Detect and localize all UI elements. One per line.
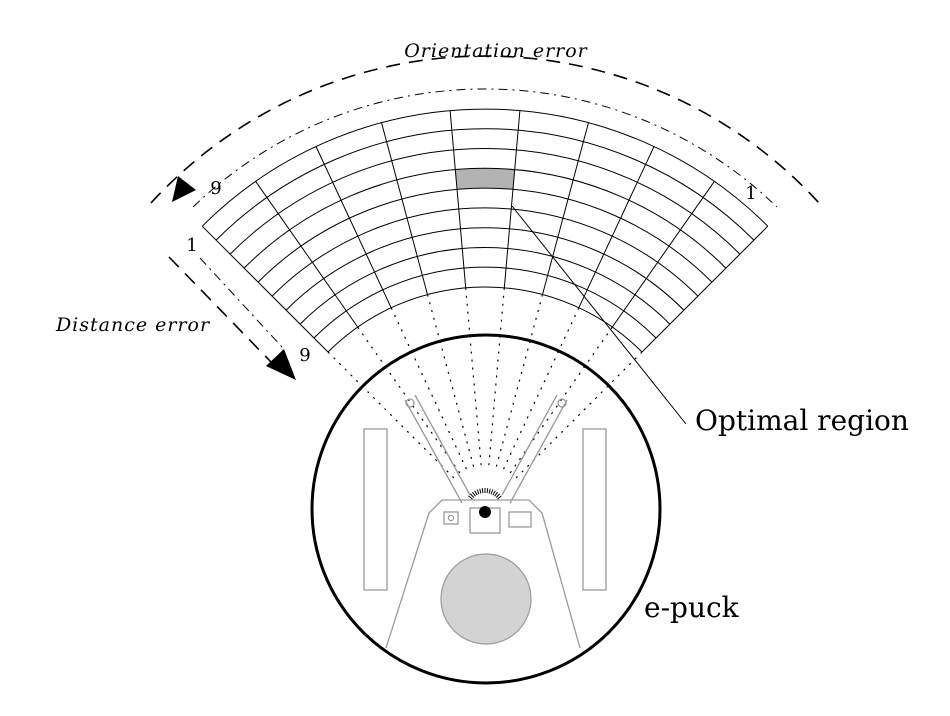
grid-arc: [230, 149, 740, 255]
e-puck-robot: [312, 335, 660, 683]
sensor-ray: [358, 327, 462, 476]
fan-tick: [495, 492, 498, 496]
sensor-ray: [328, 352, 457, 481]
camera-lens-icon: [479, 506, 491, 518]
orientation-end-label: 1: [745, 183, 756, 204]
distance-axis-title: Distance error: [55, 314, 211, 336]
grid-radial-line: [382, 123, 428, 295]
sensor-ray: [391, 308, 468, 473]
optimal-region-label: Optimal region: [695, 404, 909, 437]
grid-radial-line: [543, 123, 589, 295]
left-arm-outer: [405, 400, 462, 503]
grid-arc: [272, 208, 698, 296]
fan-tick: [475, 491, 477, 495]
sensor-rays: [328, 288, 642, 481]
distance-end-label: 9: [299, 345, 310, 366]
orientation-start-label: 9: [210, 178, 221, 199]
fan-tick: [498, 496, 502, 499]
orientation-arrow-icon: [172, 176, 196, 202]
optimal-region-cell: [455, 168, 514, 189]
fan-tick: [482, 488, 483, 493]
robot-name-label: e-puck: [644, 591, 740, 624]
distance-axis-line: [169, 257, 271, 362]
fan-tick: [491, 490, 493, 495]
fan-tick: [480, 489, 481, 494]
grid-arc: [258, 188, 712, 282]
grid-arc: [286, 228, 684, 310]
right-wheel: [583, 429, 606, 590]
grid-radial-line: [504, 111, 520, 288]
robot-battery: [441, 554, 531, 644]
sensor-ray: [428, 295, 475, 471]
left-arm-inner: [415, 395, 470, 495]
fan-tick: [470, 494, 473, 498]
fan-tick: [496, 494, 499, 498]
distance-start-label: 1: [186, 235, 197, 256]
right-arm-outer: [510, 400, 567, 503]
fan-tick: [487, 488, 488, 493]
sensor-grid: [202, 109, 768, 352]
fan-tick: [477, 490, 479, 495]
left-wheel: [364, 429, 387, 590]
left-sensor-box: [444, 512, 458, 524]
right-sensor-box: [509, 512, 531, 527]
distance-arrow-icon: [266, 349, 296, 380]
sensor-ray: [489, 288, 505, 469]
fan-tick: [489, 489, 490, 494]
grid-arc: [202, 109, 768, 226]
fan-tick: [472, 492, 475, 496]
grid-arc: [314, 267, 656, 338]
fan-tick: [469, 496, 473, 499]
orientation-dashdot-arc: [193, 89, 777, 207]
orientation-axis-title: Orientation error: [404, 40, 588, 62]
right-arm-inner: [502, 395, 557, 495]
sensor-ray: [508, 327, 612, 476]
camera-fan-ticks: [469, 488, 502, 499]
sensor-ray: [495, 295, 542, 471]
fan-tick: [493, 491, 495, 495]
grid-arc: [328, 287, 642, 352]
left-sensor-dot: [448, 515, 453, 520]
grid-radial-line: [450, 111, 466, 288]
sensor-ray: [466, 288, 482, 469]
